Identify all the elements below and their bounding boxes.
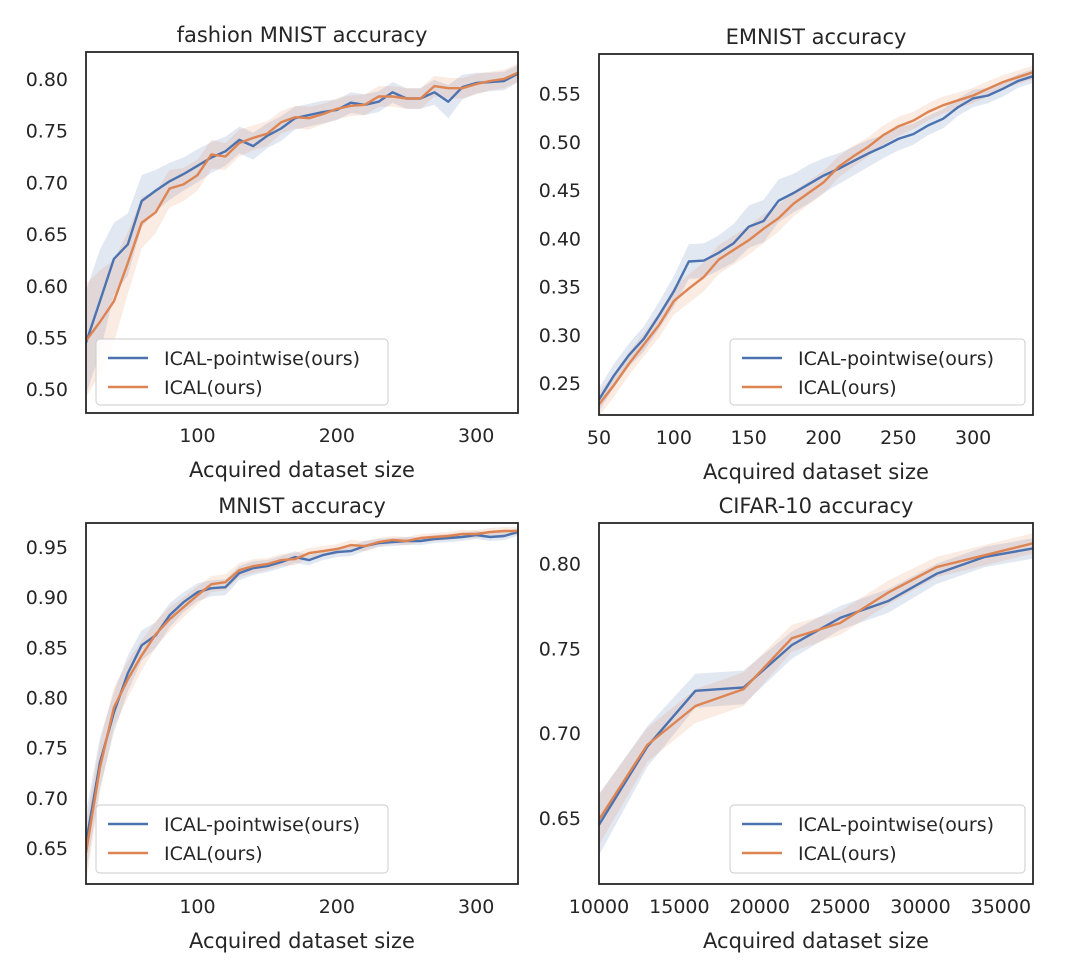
legend-label-pointwise: ICAL-pointwise(ours) (798, 348, 994, 370)
y-tick-label: 0.70 (26, 172, 68, 194)
plot-frame (85, 51, 519, 414)
x-tick-label: 100 (656, 427, 692, 449)
series-line-pointwise (599, 547, 1033, 826)
x-tick-label: 200 (319, 896, 355, 918)
y-tick-label: 0.50 (539, 132, 581, 154)
y-tick-label: 0.55 (539, 84, 581, 106)
y-tick-label: 0.35 (539, 277, 581, 299)
x-tick-label: 300 (458, 896, 494, 918)
x-axis-label: Acquired dataset size (189, 929, 415, 953)
chart-title: MNIST accuracy (218, 494, 386, 518)
x-axis-label: Acquired dataset size (703, 929, 929, 953)
y-tick-label: 0.60 (26, 276, 68, 298)
plot-frame (598, 522, 1034, 885)
legend-box (95, 804, 389, 874)
y-tick-label: 0.65 (26, 224, 68, 246)
y-tick-label: 0.80 (26, 687, 68, 709)
x-tick-label: 300 (458, 425, 494, 447)
x-tick-label: 200 (319, 425, 355, 447)
legend-box (95, 338, 389, 406)
plot-area (86, 527, 518, 883)
legend-box (729, 338, 1026, 406)
chart-title: EMNIST accuracy (726, 25, 907, 49)
y-tick-label: 0.30 (539, 325, 581, 347)
chart-title: CIFAR-10 accuracy (719, 494, 914, 518)
series-line-pointwise (599, 75, 1033, 401)
x-tick-label: 100 (179, 425, 215, 447)
y-tick-label: 0.75 (26, 738, 68, 760)
legend: ICAL-pointwise(ours) ICAL(ours) (95, 804, 389, 874)
x-tick-label: 100 (179, 896, 215, 918)
plot-frame (598, 53, 1034, 416)
legend-label-ical: ICAL(ours) (798, 377, 897, 399)
y-tick-label: 0.80 (26, 69, 68, 91)
x-tick-label: 35000 (971, 896, 1031, 918)
legend-label-ical: ICAL(ours) (164, 843, 263, 865)
y-tick-label: 0.70 (26, 788, 68, 810)
x-tick-label: 30000 (890, 896, 950, 918)
series-line-ical (86, 71, 518, 342)
legend: ICAL-pointwise(ours) ICAL(ours) (95, 338, 389, 406)
x-tick-label: 10000 (569, 896, 629, 918)
plot-frame (85, 522, 519, 885)
plot-area (599, 65, 1033, 415)
chart-panel-fashion-mnist: fashion MNIST accuracy 0.50 0.55 0.60 0.65 0.… (26, 23, 519, 482)
y-tick-label: 0.90 (26, 587, 68, 609)
plot-area (599, 533, 1033, 856)
x-tick-label: 300 (955, 427, 991, 449)
confidence-band-pointwise (599, 538, 1033, 856)
legend: ICAL-pointwise(ours) ICAL(ours) (729, 804, 1026, 874)
y-tick-label: 0.95 (26, 537, 68, 559)
confidence-band-ical (599, 533, 1033, 845)
y-tick-label: 0.55 (26, 327, 68, 349)
y-tick-label: 0.65 (539, 808, 581, 830)
x-tick-label: 50 (587, 427, 611, 449)
x-tick-label: 20000 (730, 896, 790, 918)
y-tick-label: 0.75 (26, 121, 68, 143)
legend: ICAL-pointwise(ours) ICAL(ours) (729, 338, 1026, 406)
series-line-ical (599, 542, 1033, 821)
legend-label-pointwise: ICAL-pointwise(ours) (798, 814, 994, 836)
x-axis-label: Acquired dataset size (189, 458, 415, 482)
chart-panel-mnist: MNIST accuracy 0.65 0.70 0.75 0.80 0.85 0.90 0.… (26, 494, 519, 953)
legend-label-pointwise: ICAL-pointwise(ours) (164, 814, 360, 836)
y-tick-label: 0.40 (539, 228, 581, 250)
x-tick-label: 15000 (649, 896, 709, 918)
x-tick-label: 200 (805, 427, 841, 449)
x-tick-label: 250 (880, 427, 916, 449)
legend-label-ical: ICAL(ours) (164, 377, 263, 399)
y-tick-label: 0.75 (539, 638, 581, 660)
y-tick-label: 0.50 (26, 379, 68, 401)
chart-panel-emnist: EMNIST accuracy 0.25 0.30 0.35 0.40 0.45 0.50 0… (539, 25, 1034, 484)
y-tick-label: 0.80 (539, 554, 581, 576)
y-tick-label: 0.85 (26, 637, 68, 659)
y-tick-label: 0.25 (539, 373, 581, 395)
y-tick-label: 0.65 (26, 838, 68, 860)
series-line-ical (86, 529, 518, 854)
legend-label-ical: ICAL(ours) (798, 843, 897, 865)
x-axis-label: Acquired dataset size (703, 460, 929, 484)
plot-area (86, 63, 518, 398)
series-line-pointwise (86, 530, 518, 844)
legend-label-pointwise: ICAL-pointwise(ours) (164, 348, 360, 370)
x-tick-label: 25000 (810, 896, 870, 918)
legend-box (729, 804, 1026, 874)
chart-panel-cifar10: CIFAR-10 accuracy 0.65 0.70 0.75 0.80 10000 15… (539, 494, 1034, 953)
y-tick-label: 0.70 (539, 723, 581, 745)
chart-title: fashion MNIST accuracy (177, 23, 428, 47)
series-line-ical (599, 71, 1033, 406)
y-tick-label: 0.45 (539, 180, 581, 202)
x-tick-label: 150 (731, 427, 767, 449)
